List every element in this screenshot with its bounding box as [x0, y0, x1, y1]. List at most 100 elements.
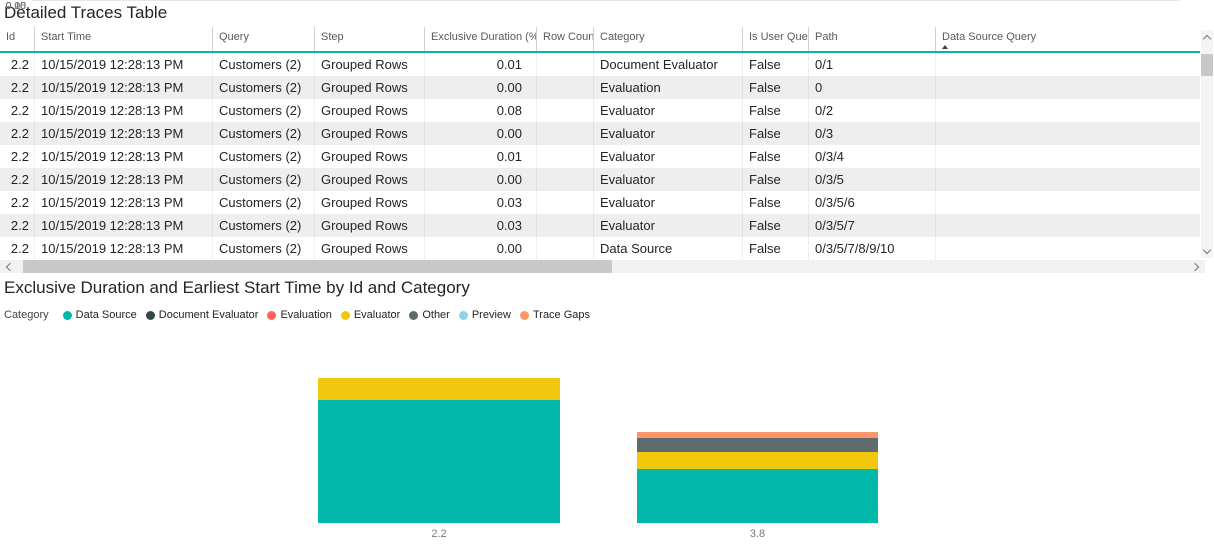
cell-category: Evaluator [593, 191, 742, 214]
legend-item-evaluation[interactable]: Evaluation [267, 309, 332, 321]
table-row[interactable]: 2.2 10/15/2019 12:28:13 PM Customers (2) Gr… [0, 53, 1200, 76]
table-row[interactable]: 2.2 10/15/2019 12:28:13 PM Customers (2) Gr… [0, 76, 1200, 99]
legend-item-trace-gaps[interactable]: Trace Gaps [519, 309, 591, 321]
legend-item-other[interactable]: Other [409, 309, 450, 321]
cell-exclusive-duration: 0.03 [424, 214, 536, 237]
bar-segment-data-source[interactable] [637, 469, 878, 523]
column-header-label: Category [600, 31, 645, 43]
table-row[interactable]: 2.2 10/15/2019 12:28:13 PM Customers (2) Gr… [0, 214, 1200, 237]
cell-exclusive-duration: 0.00 [424, 122, 536, 145]
cell-start-time: 10/15/2019 12:28:13 PM [34, 145, 212, 168]
cell-is-user-query: False [742, 122, 808, 145]
cell-id: 2.2 [10, 218, 29, 233]
column-header-step[interactable]: Step [314, 27, 424, 51]
scroll-down-button[interactable] [1201, 244, 1213, 258]
cell-path: 0/3/4 [808, 145, 935, 168]
scroll-up-button[interactable] [1201, 30, 1213, 44]
x-axis-category-label: 3.8 [749, 528, 766, 540]
cell-step: Grouped Rows [314, 99, 424, 122]
cell-is-user-query: False [742, 191, 808, 214]
cell-query: Customers (2) [212, 168, 314, 191]
table-row[interactable]: 2.2 10/15/2019 12:28:13 PM Customers (2) Gr… [0, 99, 1200, 122]
cell-step: Grouped Rows [314, 76, 424, 99]
cell-step: Grouped Rows [314, 145, 424, 168]
cell-is-user-query: False [742, 237, 808, 260]
bar-segment-other[interactable] [637, 438, 878, 452]
legend-color-dot-icon [267, 310, 277, 320]
column-header-start-time[interactable]: Start Time [34, 27, 212, 51]
cell-row-count [536, 214, 593, 237]
table-row[interactable]: 2.2 10/15/2019 12:28:13 PM Customers (2) Gr… [0, 168, 1200, 191]
table-header-row: Id Start Time Query Step Exclusive Duration … [0, 27, 1200, 53]
cell-start-time: 10/15/2019 12:28:13 PM [34, 214, 212, 237]
column-header-exclusive-duration[interactable]: Exclusive Duration (%) [424, 27, 536, 51]
cell-step: Grouped Rows [314, 122, 424, 145]
legend-color-dot-icon [145, 310, 155, 320]
cell-id: 2.2 [10, 126, 29, 141]
table-row[interactable]: 2.2 10/15/2019 12:28:13 PM Customers (2) Gr… [0, 145, 1200, 168]
cell-id: 2.2 [10, 149, 29, 164]
column-header-category[interactable]: Category [593, 27, 742, 51]
cell-exclusive-duration: 0.00 [424, 237, 536, 260]
legend-color-dot-icon [519, 310, 529, 320]
cell-is-user-query: False [742, 214, 808, 237]
horizontal-scrollbar-thumb[interactable] [23, 260, 612, 273]
bar-segment-evaluator[interactable] [318, 378, 560, 400]
y-axis-tick-label: 0.15 [5, 0, 26, 12]
table-row[interactable]: 2.2 10/15/2019 12:28:13 PM Customers (2) Gr… [0, 191, 1200, 214]
table-body: 2.2 10/15/2019 12:28:13 PM Customers (2) Gr… [0, 53, 1200, 260]
cell-category: Evaluator [593, 168, 742, 191]
legend-item-data-source[interactable]: Data Source [62, 309, 137, 321]
column-header-query[interactable]: Query [212, 27, 314, 51]
cell-query: Customers (2) [212, 145, 314, 168]
column-header-is-user-query[interactable]: Is User Query [742, 27, 808, 51]
column-header-id[interactable]: Id [0, 27, 34, 51]
cell-data-source-query [935, 191, 1200, 214]
chart-gridline [32, 0, 1179, 1]
cell-data-source-query [935, 53, 1200, 76]
column-header-label: Row Count [543, 31, 593, 43]
bar-segment-data-source[interactable] [318, 400, 560, 523]
column-header-label: Id [6, 31, 16, 43]
cell-category: Evaluation [593, 76, 742, 99]
cell-start-time: 10/15/2019 12:28:13 PM [34, 99, 212, 122]
bar-segment-trace-gaps[interactable] [637, 432, 878, 438]
vertical-scrollbar-thumb[interactable] [1201, 54, 1213, 76]
chevron-up-icon [1202, 34, 1212, 43]
scroll-left-button[interactable] [0, 260, 18, 273]
cell-category: Document Evaluator [593, 53, 742, 76]
legend-item-document-evaluator[interactable]: Document Evaluator [145, 309, 259, 321]
cell-query: Customers (2) [212, 99, 314, 122]
cell-id: 2.2 [10, 241, 29, 256]
vertical-scrollbar[interactable] [1201, 30, 1213, 258]
legend-item-preview[interactable]: Preview [458, 309, 511, 321]
horizontal-scrollbar[interactable] [0, 260, 1205, 273]
cell-path: 0/3 [808, 122, 935, 145]
table-row[interactable]: 2.2 10/15/2019 12:28:13 PM Customers (2) Gr… [0, 237, 1200, 260]
cell-category: Evaluator [593, 214, 742, 237]
cell-step: Grouped Rows [314, 237, 424, 260]
cell-row-count [536, 191, 593, 214]
chevron-left-icon [5, 262, 15, 271]
column-header-data-source-query[interactable]: Data Source Query [935, 27, 1200, 51]
legend-item-label: Evaluation [280, 309, 332, 321]
bar-segment-evaluator[interactable] [637, 452, 878, 469]
cell-start-time: 10/15/2019 12:28:13 PM [34, 237, 212, 260]
column-header-label: Start Time [41, 31, 92, 43]
legend-item-label: Evaluator [353, 309, 401, 321]
legend-item-label: Preview [471, 309, 511, 321]
legend-color-dot-icon [340, 310, 350, 320]
cell-query: Customers (2) [212, 76, 314, 99]
column-header-row-count[interactable]: Row Count [536, 27, 593, 51]
chart-legend: Category Data Source Document Evaluator Ev… [4, 309, 599, 321]
scroll-right-button[interactable] [1187, 260, 1205, 273]
legend-item-evaluator[interactable]: Evaluator [340, 309, 401, 321]
legend-item-label: Trace Gaps [532, 309, 591, 321]
table-row[interactable]: 2.2 10/15/2019 12:28:13 PM Customers (2) Gr… [0, 122, 1200, 145]
legend-item-label: Document Evaluator [158, 309, 259, 321]
cell-data-source-query [935, 168, 1200, 191]
cell-category: Evaluator [593, 99, 742, 122]
cell-data-source-query [935, 214, 1200, 237]
cell-path: 0/3/5/7 [808, 214, 935, 237]
column-header-path[interactable]: Path [808, 27, 935, 51]
